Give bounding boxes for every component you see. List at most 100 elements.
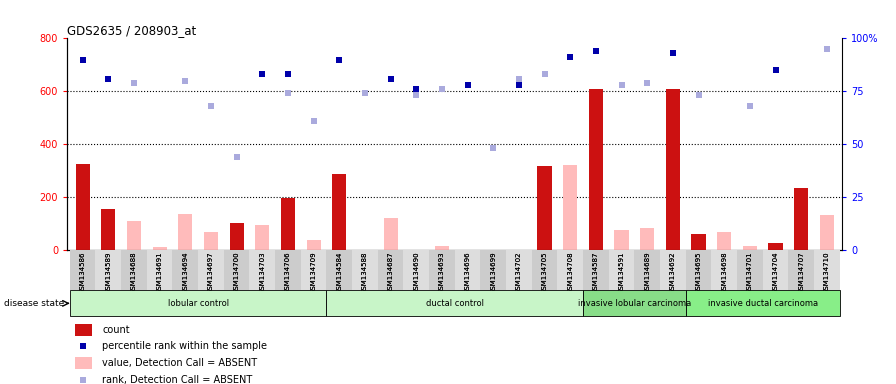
Point <box>255 71 270 78</box>
Text: GSM134688: GSM134688 <box>131 252 137 294</box>
Point <box>563 55 577 61</box>
Text: GSM134587: GSM134587 <box>593 252 599 294</box>
Bar <box>75 323 92 336</box>
Bar <box>564 166 577 250</box>
Point <box>538 71 552 78</box>
Point <box>615 82 629 88</box>
Point <box>280 90 295 96</box>
Text: GSM134709: GSM134709 <box>311 252 316 294</box>
Text: GSM134693: GSM134693 <box>439 252 445 294</box>
Text: GSM134701: GSM134701 <box>747 252 753 294</box>
Text: GSM134691: GSM134691 <box>157 252 162 294</box>
Bar <box>255 225 270 250</box>
Text: GSM134690: GSM134690 <box>413 252 419 294</box>
Bar <box>332 174 346 250</box>
Bar <box>589 89 603 250</box>
Text: GSM134700: GSM134700 <box>234 252 239 294</box>
Text: ductal control: ductal control <box>426 299 484 308</box>
Text: GSM134696: GSM134696 <box>464 252 470 294</box>
Text: GSM134701: GSM134701 <box>747 252 753 294</box>
Text: GSM134589: GSM134589 <box>105 252 111 294</box>
Bar <box>685 250 711 290</box>
Bar <box>204 232 218 250</box>
Bar <box>326 290 583 316</box>
Bar <box>711 250 737 290</box>
Text: disease state: disease state <box>4 299 65 308</box>
Point <box>101 76 116 82</box>
Point <box>409 92 424 98</box>
Bar <box>306 240 321 250</box>
Text: GSM134588: GSM134588 <box>362 252 368 294</box>
Text: GSM134692: GSM134692 <box>670 252 676 294</box>
Bar <box>583 250 608 290</box>
Text: GSM134708: GSM134708 <box>567 252 573 294</box>
Text: GSM134690: GSM134690 <box>413 252 419 294</box>
Point <box>76 377 90 383</box>
Bar <box>814 250 840 290</box>
Text: GSM134584: GSM134584 <box>336 252 342 294</box>
Bar <box>75 357 92 369</box>
Text: GSM134706: GSM134706 <box>285 252 291 294</box>
Text: GSM134704: GSM134704 <box>772 252 779 294</box>
Bar <box>640 228 654 250</box>
Text: GSM134689: GSM134689 <box>644 252 650 294</box>
Text: GSM134708: GSM134708 <box>567 252 573 294</box>
Bar <box>634 250 660 290</box>
Point <box>666 50 680 56</box>
Text: GSM134705: GSM134705 <box>541 252 547 294</box>
Text: GSM134707: GSM134707 <box>798 252 805 294</box>
Bar <box>743 246 757 250</box>
Text: GSM134694: GSM134694 <box>182 252 188 294</box>
Text: GSM134703: GSM134703 <box>259 252 265 294</box>
Point <box>435 86 449 92</box>
Bar <box>352 250 378 290</box>
Point <box>743 103 757 109</box>
Bar <box>538 166 552 250</box>
Bar <box>147 250 172 290</box>
Bar <box>75 164 90 250</box>
Bar <box>717 232 731 250</box>
Bar <box>275 250 301 290</box>
Bar <box>820 215 834 250</box>
Text: rank, Detection Call = ABSENT: rank, Detection Call = ABSENT <box>102 375 253 384</box>
Point <box>76 343 90 349</box>
Text: GDS2635 / 208903_at: GDS2635 / 208903_at <box>67 24 196 37</box>
Text: GSM134699: GSM134699 <box>490 252 496 294</box>
Text: GSM134695: GSM134695 <box>695 252 702 294</box>
Point <box>640 80 654 86</box>
Text: GSM134702: GSM134702 <box>516 252 521 294</box>
Text: GSM134591: GSM134591 <box>618 252 625 294</box>
Bar <box>383 218 398 250</box>
Point <box>75 56 90 63</box>
Point <box>461 82 475 88</box>
Bar <box>666 89 680 250</box>
Text: GSM134702: GSM134702 <box>516 252 521 294</box>
Bar <box>769 243 782 250</box>
Point <box>332 56 347 63</box>
Text: GSM134687: GSM134687 <box>388 252 393 294</box>
Point <box>126 80 141 86</box>
Text: GSM134700: GSM134700 <box>234 252 239 294</box>
Bar <box>301 250 326 290</box>
Text: value, Detection Call = ABSENT: value, Detection Call = ABSENT <box>102 358 257 368</box>
Text: GSM134591: GSM134591 <box>618 252 625 294</box>
Point <box>203 103 218 109</box>
Text: GSM134705: GSM134705 <box>541 252 547 294</box>
Bar <box>96 250 121 290</box>
Bar <box>531 250 557 290</box>
Point <box>229 154 244 160</box>
Bar <box>378 250 403 290</box>
Bar <box>249 250 275 290</box>
Bar <box>178 214 193 250</box>
Bar <box>70 290 326 316</box>
Text: GSM134697: GSM134697 <box>208 252 214 294</box>
Point <box>512 76 526 82</box>
Point <box>178 78 193 84</box>
Point <box>769 67 783 73</box>
Bar <box>737 250 762 290</box>
Text: GSM134699: GSM134699 <box>490 252 496 294</box>
Bar <box>224 250 249 290</box>
Bar <box>127 220 141 250</box>
Text: GSM134698: GSM134698 <box>721 252 728 294</box>
Bar <box>583 290 685 316</box>
